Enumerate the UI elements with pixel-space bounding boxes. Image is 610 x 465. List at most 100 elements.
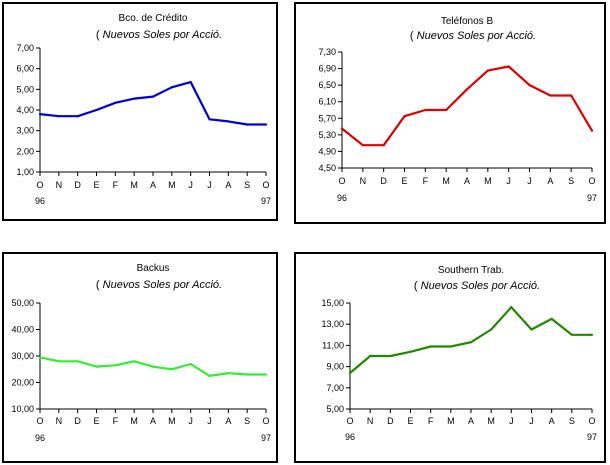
data-point <box>549 94 552 97</box>
x-tick-label: F <box>113 416 119 426</box>
chart-subtitle: ( Nuevos Soles por Acció. <box>96 29 222 41</box>
data-point <box>57 115 60 118</box>
x-tick-label: J <box>509 416 514 426</box>
x-tick-label: O <box>588 176 595 186</box>
data-point <box>227 120 230 123</box>
x-tick-label: O <box>36 180 43 190</box>
chart-subtitle: ( Nuevos Soles por Acció. <box>96 279 222 291</box>
y-tick-label: 6,00 <box>16 64 34 74</box>
y-tick-label: 2,00 <box>16 146 34 156</box>
y-tick-label: 10,00 <box>11 404 34 414</box>
y-tick-label: 40,00 <box>11 325 34 335</box>
y-tick-label: 30,00 <box>11 351 34 361</box>
data-point <box>490 328 493 331</box>
data-point <box>38 356 42 359</box>
data-point <box>133 97 136 100</box>
data-point <box>189 362 192 366</box>
chart-svg-telefonos-b: Teléfonos B ( Nuevos Soles por Acció. 4,50… <box>318 16 597 203</box>
x-tick-label: J <box>527 176 532 186</box>
y-tick-label: 5,00 <box>16 84 34 94</box>
y-tick-label: 5,70 <box>318 113 336 123</box>
x-tick-label: A <box>468 416 474 426</box>
x-tick-label: E <box>93 180 99 190</box>
subtitle-paren: ( <box>414 280 418 292</box>
series-line <box>349 306 592 374</box>
x-tick-label: S <box>568 176 574 186</box>
x-tick-label: E <box>401 176 407 186</box>
data-point <box>510 306 513 309</box>
y-tick-label: 6,50 <box>318 80 336 90</box>
data-point <box>133 360 136 363</box>
chart-title: Southern Trab. <box>438 265 504 276</box>
data-point <box>465 88 469 91</box>
x-tick-label: J <box>188 180 193 190</box>
data-point <box>170 86 173 89</box>
chart-title: Bco. de Crédito <box>119 13 188 24</box>
data-point <box>227 372 230 375</box>
chart-title: Backus <box>137 263 170 274</box>
x-tick-label: A <box>225 180 231 190</box>
x-tick-label: M <box>447 416 455 426</box>
x-tick-label: A <box>150 180 156 190</box>
x-tick-label: N <box>56 180 63 190</box>
data-point <box>445 108 448 112</box>
data-point <box>57 360 60 363</box>
data-point <box>76 115 79 118</box>
x-tick-label: A <box>547 176 553 186</box>
chart-panel-backus: Backus ( Nuevos Soles por Acció. 10,00 20,0… <box>2 252 278 463</box>
data-point <box>361 144 364 147</box>
y-tick-label: 4,90 <box>318 146 336 156</box>
data-point <box>340 127 344 130</box>
x-tick-label: D <box>74 180 81 190</box>
y-tick-label: 4,50 <box>318 163 336 173</box>
chart-subtitle: ( Nuevos Soles por Acció. <box>414 280 540 292</box>
data-point <box>95 365 98 368</box>
data-point <box>389 354 392 358</box>
data-point <box>382 144 385 147</box>
chart-panel-southern: Southern Trab. ( Nuevos Soles por Acció. 5… <box>294 252 606 463</box>
x-tick-label: D <box>380 176 387 186</box>
data-point <box>570 94 573 97</box>
data-point <box>550 317 553 320</box>
x-tick-label: D <box>387 416 394 426</box>
x-tick-label: S <box>569 416 575 426</box>
data-point <box>151 95 155 98</box>
subtitle-text: Nuevos Soles por Acció. <box>418 280 540 292</box>
data-point <box>114 364 117 367</box>
data-point <box>590 333 594 336</box>
data-point <box>469 341 473 344</box>
data-point <box>429 345 432 348</box>
data-point <box>76 360 79 363</box>
data-point <box>38 113 42 116</box>
x-tick-label: J <box>529 416 534 426</box>
x-tick-label: O <box>346 416 353 426</box>
y-tick-label: 6,90 <box>318 64 336 74</box>
x-tick-label: M <box>484 176 492 186</box>
y-tick-label: 1,00 <box>16 167 34 177</box>
data-point <box>189 81 192 84</box>
data-point <box>348 371 352 375</box>
x-tick-label: M <box>168 180 176 190</box>
data-point <box>95 108 98 112</box>
x-tick-label: A <box>464 176 470 186</box>
data-point <box>208 118 211 121</box>
x-tick-label: N <box>56 416 63 426</box>
x-tick-label: D <box>74 416 81 426</box>
year-start-label: 96 <box>337 193 347 203</box>
chart-svg-bco-credito: Bco. de Crédito ( Nuevos Soles por Acció.… <box>16 13 271 206</box>
data-point <box>208 374 211 377</box>
subtitle-text: Nuevos Soles por Acció. <box>100 279 222 291</box>
x-tick-label: S <box>244 180 250 190</box>
x-tick-label: A <box>150 416 156 426</box>
series-line <box>341 65 593 147</box>
year-end-label: 97 <box>261 433 271 443</box>
chart-svg-southern: Southern Trab. ( Nuevos Soles por Acció. 5… <box>321 265 597 442</box>
y-tick-label: 6,10 <box>318 97 336 107</box>
year-end-label: 97 <box>261 196 271 206</box>
x-tick-label: O <box>262 180 269 190</box>
x-tick-label: J <box>188 416 193 426</box>
chart-title: Teléfonos B <box>441 16 494 27</box>
y-tick-label: 7,00 <box>326 383 344 393</box>
x-tick-label: O <box>588 416 595 426</box>
year-start-label: 96 <box>35 433 45 443</box>
